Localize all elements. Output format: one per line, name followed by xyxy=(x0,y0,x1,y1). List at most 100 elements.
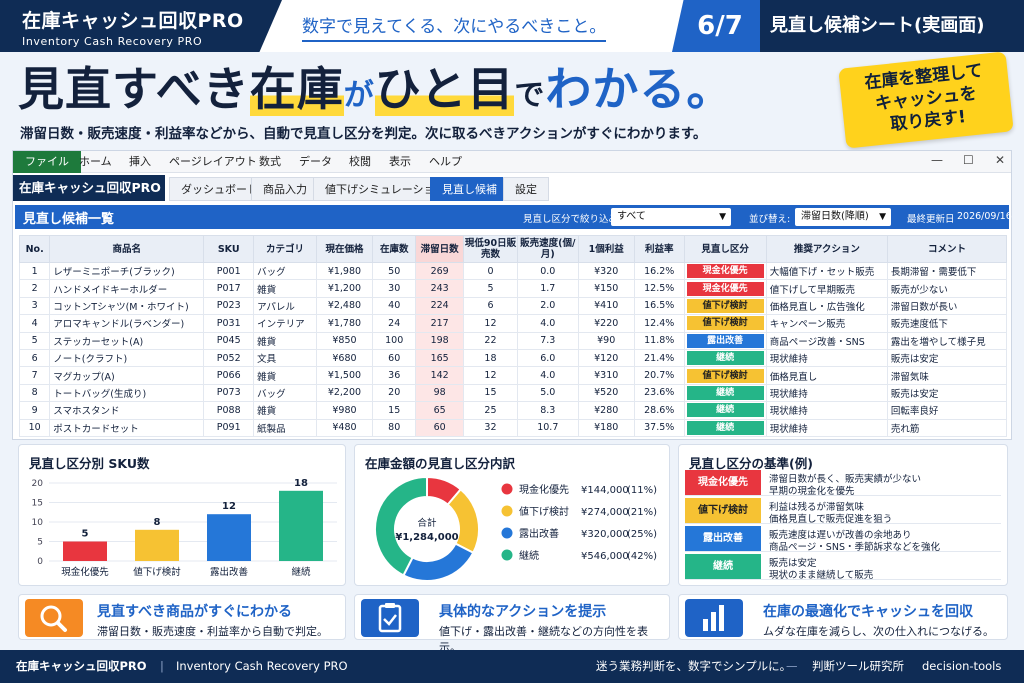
table-row[interactable]: 6 ノート(クラフト) P052 文具 ¥680 60 165 18 6.0 ¥120 21.4% 継… xyxy=(18,348,1008,368)
column-header[interactable]: 在庫数 xyxy=(372,235,417,263)
table-cell: P045 xyxy=(203,331,255,350)
table-cell: 価格見直し xyxy=(765,366,888,385)
menu-page-layout[interactable]: ページレイアウト xyxy=(169,155,257,168)
table-cell: 現状維持 xyxy=(765,348,888,368)
tab-product-input[interactable]: 商品入力 xyxy=(251,177,319,201)
column-header[interactable]: 滞留日数 xyxy=(415,235,464,263)
menu-data[interactable]: データ xyxy=(299,155,332,168)
menu-home[interactable]: ホーム xyxy=(79,155,112,168)
minimize-icon[interactable]: — xyxy=(931,153,943,167)
table-cell: アロマキャンドル(ラベンダー) xyxy=(49,314,205,333)
legend-marker xyxy=(501,505,513,517)
column-header[interactable]: 利益率 xyxy=(633,235,685,263)
table-row[interactable]: 1 レザーミニポーチ(ブラック) P001 バッグ ¥1,980 50 269 0 0.0 ¥32… xyxy=(18,261,1008,281)
table-cell: 15 xyxy=(462,383,519,403)
table-cell: ¥850 xyxy=(315,331,374,350)
table-cell: ¥150 xyxy=(577,279,635,298)
criteria-badge: 現金化優先 xyxy=(685,470,761,495)
table-cell: 21.4% xyxy=(633,348,685,368)
table-cell: ¥1,980 xyxy=(315,261,374,281)
table-cell: 24 xyxy=(372,314,417,333)
column-header[interactable]: 現在価格 xyxy=(315,235,374,263)
sku-count-title: 見直し区分別 SKU数 xyxy=(29,456,150,471)
review-candidates-table: No. 商品名 SKU カテゴリ 現在価格 在庫数 滞留日数 現低90日販売数 販売速度(個/月… xyxy=(18,235,1008,437)
maximize-icon[interactable]: ☐ xyxy=(963,153,974,167)
table-cell: 長期滞留・需要低下 xyxy=(886,261,1008,281)
column-header[interactable]: コメント xyxy=(886,235,1008,263)
app-logo: 在庫キャッシュ回収PRO xyxy=(13,175,165,201)
table-row[interactable]: 8 トートバッグ(生成り) P073 バッグ ¥2,200 20 98 15 5.0 ¥520 23… xyxy=(18,383,1008,403)
column-header[interactable]: No. xyxy=(18,235,51,263)
bar xyxy=(279,490,323,561)
column-header[interactable]: 見直し区分 xyxy=(683,235,767,263)
column-header[interactable]: カテゴリ xyxy=(253,235,317,263)
feature-desc: 滞留日数・販売速度・利益率から自動で判定。 xyxy=(97,625,328,638)
table-cell: ¥90 xyxy=(577,331,635,350)
close-icon[interactable]: ✕ xyxy=(995,153,1006,167)
legend-amount: ¥144,000 xyxy=(581,485,629,496)
criteria-panel: 見直し区分の基準(例) 現金化優先 滞留日数が長く、販売実績が少ない 早期の現金化を… xyxy=(678,444,1008,586)
menu-view[interactable]: 表示 xyxy=(389,155,411,168)
table-cell: 12.5% xyxy=(633,279,685,298)
legend-label: 値下げ検討 xyxy=(519,505,569,518)
menu-file[interactable]: ファイル xyxy=(13,151,81,173)
table-row[interactable]: 9 スマホスタンド P088 雑貨 ¥980 15 65 25 8.3 ¥280 28.6% 継続 現状… xyxy=(18,401,1008,420)
sort-select[interactable]: 滞留日数(降順) ▼ xyxy=(795,208,891,226)
table-cell: 5 xyxy=(462,279,519,298)
tab-review-candidates[interactable]: 見直し候補 xyxy=(430,177,509,201)
table-cell: 15 xyxy=(372,401,417,420)
table-cell: 販売は安定 xyxy=(886,383,1008,403)
legend-label: 継続 xyxy=(519,549,539,562)
table-cell: 98 xyxy=(415,383,464,403)
category-badge: 値下げ検討 xyxy=(686,368,764,383)
x-tick-label: 継続 xyxy=(291,566,311,578)
table-row[interactable]: 7 マグカップ(A) P066 雑貨 ¥1,500 36 142 12 4.0 ¥310 20.7%… xyxy=(18,366,1008,385)
table-cell: ¥180 xyxy=(577,418,635,437)
tab-settings[interactable]: 設定 xyxy=(503,177,549,201)
feature-card: 具体的なアクションを提示 値下げ・露出改善・継続などの方向性を表示。 xyxy=(354,594,670,654)
category-badge: 現金化優先 xyxy=(686,281,764,296)
chevron-down-icon: ▼ xyxy=(879,212,886,222)
table-cell: 現状維持 xyxy=(765,418,888,437)
column-header[interactable]: 商品名 xyxy=(49,235,205,263)
column-header[interactable]: SKU xyxy=(203,235,255,263)
menu-review[interactable]: 校閲 xyxy=(349,155,371,168)
menu-insert[interactable]: 挿入 xyxy=(129,155,151,168)
footer-message: 迷う業務判断を、数字でシンプルに。 xyxy=(596,659,792,673)
table-cell: 価格見直し・広告強化 xyxy=(765,296,888,316)
category-badge: 継続 xyxy=(686,385,764,400)
legend-amount: ¥320,000 xyxy=(581,529,629,540)
column-header[interactable]: 推奨アクション xyxy=(765,235,888,263)
table-cell: ¥2,480 xyxy=(315,296,374,316)
menu-help[interactable]: ヘルプ xyxy=(429,155,462,168)
spreadsheet-window: ファイル ホーム 挿入 ページレイアウト 数式 データ 校閲 表示 ヘルプ — … xyxy=(12,150,1012,440)
table-row[interactable]: 10 ポストカードセット P091 紙製品 ¥480 80 60 32 10.7 ¥180 37.5… xyxy=(18,418,1008,437)
table-cell: 商品ページ改善・SNS xyxy=(765,331,888,350)
table-row[interactable]: 4 アロマキャンドル(ラベンダー) P031 インテリア ¥1,780 24 217 12 4.… xyxy=(18,314,1008,333)
table-cell: 滞留日数が長い xyxy=(886,296,1008,316)
column-header[interactable]: 1個利益 xyxy=(577,235,635,263)
sheet-label: 見直し候補シート(実画面) xyxy=(760,0,1024,52)
column-header[interactable]: 販売速度(個/月) xyxy=(517,235,579,263)
table-cell: ¥980 xyxy=(315,401,374,420)
table-row[interactable]: 3 コットンTシャツ(M・ホワイト) P023 アパレル ¥2,480 40 224 6 2.0… xyxy=(18,296,1008,316)
table-cell: 7.3 xyxy=(517,331,579,350)
table-cell: 217 xyxy=(415,314,464,333)
bar-value-label: 8 xyxy=(154,517,161,528)
chevron-down-icon: ▼ xyxy=(719,212,726,222)
filter-select[interactable]: すべて ▼ xyxy=(611,208,731,226)
table-cell: 269 xyxy=(415,261,464,281)
table-row[interactable]: 5 ステッカーセット(A) P045 雑貨 ¥850 100 198 22 7.3 ¥90 11.8… xyxy=(18,331,1008,350)
table-cell: ¥310 xyxy=(577,366,635,385)
menu-formulas[interactable]: 数式 xyxy=(259,155,281,168)
table-cell: 6 xyxy=(18,348,51,368)
bar xyxy=(135,529,179,561)
table-cell: 0.0 xyxy=(517,261,579,281)
column-header[interactable]: 現低90日販売数 xyxy=(462,235,519,263)
table-cell: 8 xyxy=(18,383,51,403)
table-row[interactable]: 2 ハンドメイドキーホルダー P017 雑貨 ¥1,200 30 243 5 1.7 ¥150 12… xyxy=(18,279,1008,298)
app-tab-bar: 在庫キャッシュ回収PRO ダッシュボード 商品入力 値下げシミュレーション 見直… xyxy=(13,175,1011,201)
table-cell: 露出を増やして様子見 xyxy=(886,331,1008,350)
legend-marker xyxy=(501,527,513,539)
table-cell: 12 xyxy=(462,314,519,333)
